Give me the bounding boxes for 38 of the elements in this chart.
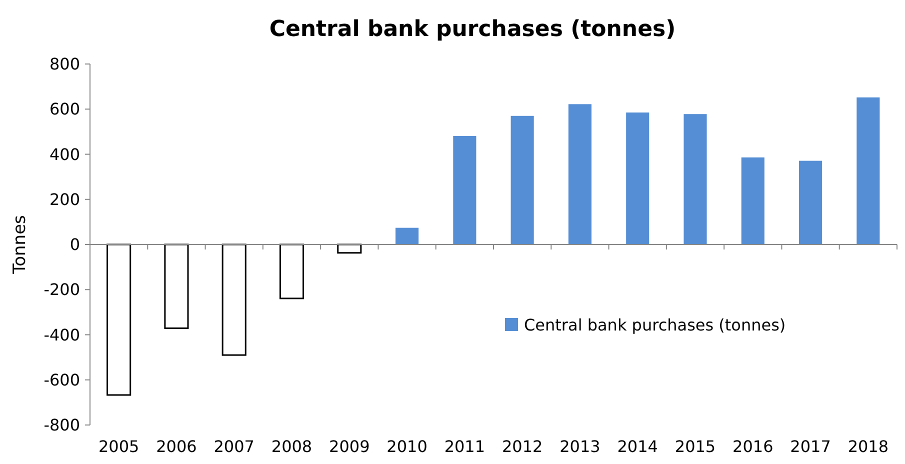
bar: [396, 228, 419, 244]
y-axis-title: Tonnes: [10, 214, 30, 275]
x-tick-label: 2006: [156, 437, 197, 456]
bar: [510, 116, 534, 244]
x-tick-label: 2014: [617, 437, 658, 456]
bar: [453, 136, 476, 244]
y-tick-label: -400: [44, 325, 80, 344]
y-tick-label: 800: [49, 54, 80, 74]
y-tick-label: 200: [49, 190, 80, 209]
legend-label: Central bank purchases (tonnes): [524, 316, 786, 335]
x-tick-label: 2008: [271, 437, 312, 456]
bar: [106, 244, 132, 396]
y-tick-label: 0: [70, 235, 80, 254]
x-tick-label: 2010: [386, 437, 428, 456]
x-tick-label: 2015: [674, 437, 716, 456]
y-tick-label: 600: [49, 100, 80, 119]
bar: [164, 244, 189, 329]
y-tick-label: 400: [49, 144, 80, 164]
x-tick-label: 2017: [790, 437, 831, 456]
bar: [222, 244, 246, 356]
x-tick-label: 2011: [444, 437, 486, 456]
bar: [684, 114, 707, 244]
x-tick-label: 2013: [560, 437, 600, 456]
bar: [799, 160, 822, 244]
y-tick-label: -600: [44, 370, 80, 390]
bar: [856, 97, 880, 244]
x-tick-label: 2016: [732, 437, 774, 456]
y-tick-label: -200: [44, 280, 80, 300]
chart-title: Central bank purchases (tonnes): [269, 17, 676, 42]
x-tick-label: 2018: [848, 437, 889, 456]
bar: [568, 104, 592, 244]
bar: [741, 157, 764, 244]
y-tick-label: -800: [44, 416, 80, 435]
bar: [626, 112, 650, 244]
x-tick-label: 2005: [98, 437, 140, 456]
x-tick-label: 2012: [502, 437, 543, 456]
x-tick-label: 2009: [329, 437, 370, 456]
x-tick-label: 2007: [214, 437, 254, 456]
